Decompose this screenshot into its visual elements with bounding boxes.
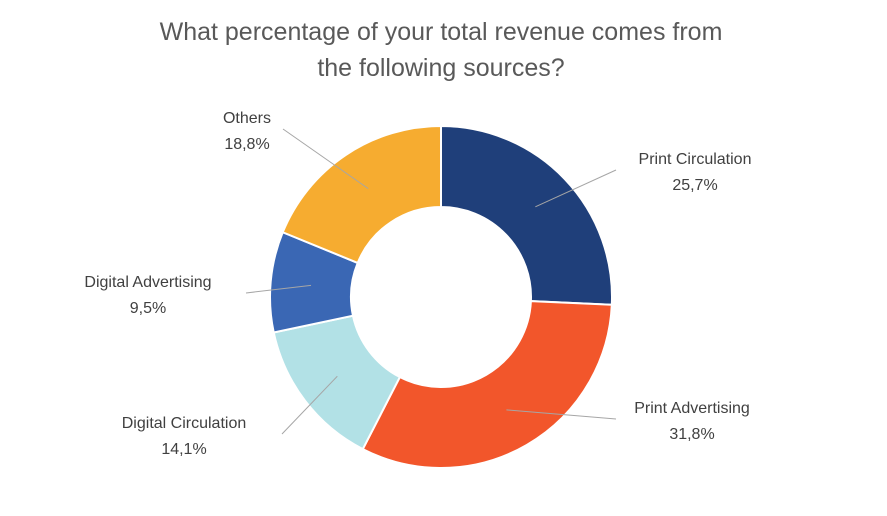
slice-labels: Print Circulation 25,7% Print Advertising 3…	[84, 110, 751, 458]
leader-line-digital-circulation	[281, 375, 338, 435]
slice-print-circulation	[440, 124, 613, 306]
slice-label-name: Digital Advertising	[84, 274, 211, 291]
slice-label-value: 9,5%	[130, 300, 166, 317]
leader-line-digital-advertising	[245, 284, 312, 294]
slice-print-advertising	[361, 300, 613, 469]
leader-lines	[245, 128, 617, 435]
slice-label-name: Print Advertising	[634, 400, 750, 417]
leader-line-print-circulation	[535, 169, 617, 208]
slice-label-value: 31,8%	[669, 426, 714, 443]
slice-label-value: 18,8%	[224, 136, 269, 153]
donut-slices	[269, 124, 613, 469]
chart-title-line-2: the following sources?	[317, 54, 564, 82]
leader-line-print-advertising	[506, 409, 617, 420]
slice-label-name: Print Circulation	[639, 151, 752, 168]
slice-label-name: Digital Circulation	[122, 415, 247, 432]
chart-title-line-1: What percentage of your total revenue co…	[160, 18, 723, 46]
slice-label-value: 14,1%	[161, 441, 206, 458]
slice-label-value: 25,7%	[672, 177, 717, 194]
slice-others	[281, 124, 442, 265]
slice-label-name: Others	[223, 110, 271, 127]
leader-line-others	[282, 128, 369, 190]
